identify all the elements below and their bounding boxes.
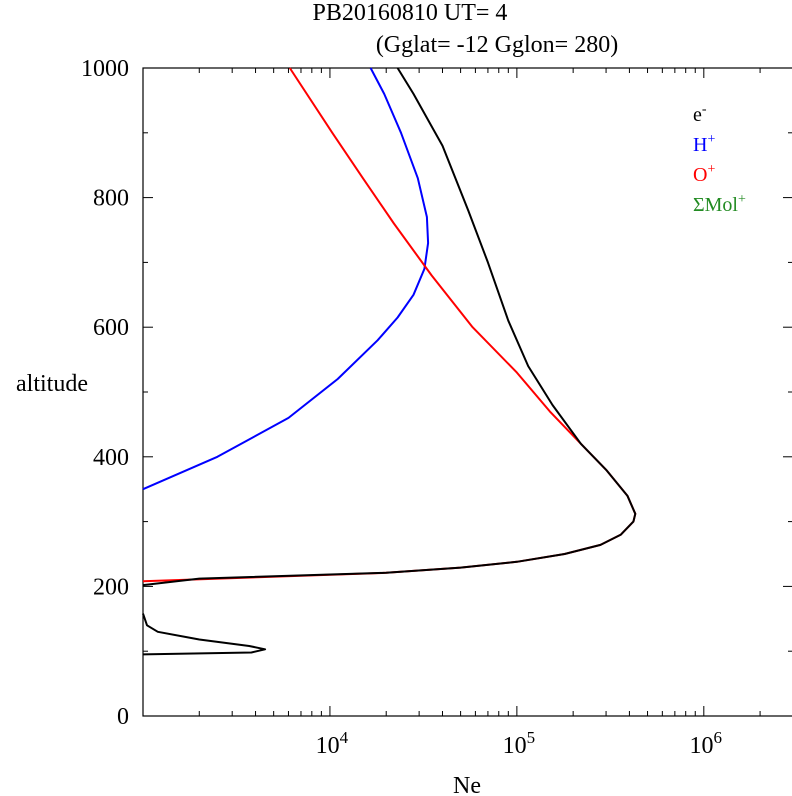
x-tick-label: 104 (316, 728, 349, 759)
series-line-e-2 (142, 613, 267, 656)
y-tick-label: 1000 (81, 56, 129, 82)
legend: e- H+ O+ ΣMol+ (693, 102, 746, 216)
x-tick-label: 105 (503, 728, 536, 759)
legend-entry-Mol3: ΣMol+ (693, 192, 746, 216)
series-line-O-1 (142, 67, 637, 583)
series-line-H-0 (142, 67, 430, 491)
x-axis-label: Ne (453, 773, 481, 796)
axis-ticks (143, 67, 792, 717)
y-tick-label: 200 (93, 574, 129, 600)
tick-labels: 0 200 400 600 800 1000 104 105 106 (81, 56, 722, 759)
chart-title-line2: (Gglat= -12 Gglon= 280) (376, 32, 618, 58)
series-line-e-3 (142, 67, 637, 587)
legend-entry-H1: H+ (693, 132, 715, 156)
series-lines (142, 67, 637, 656)
y-axis-label: altitude (16, 371, 88, 397)
chart-title-line1: PB20160810 UT= 4 (313, 0, 508, 26)
legend-entry-e0: e- (693, 102, 707, 126)
legend-entry-O2: O+ (693, 162, 715, 186)
x-tick-label: 106 (690, 728, 723, 759)
y-tick-label: 800 (93, 186, 129, 212)
y-tick-label: 600 (93, 315, 129, 341)
y-tick-label: 400 (93, 445, 129, 471)
y-tick-label: 0 (117, 704, 129, 730)
